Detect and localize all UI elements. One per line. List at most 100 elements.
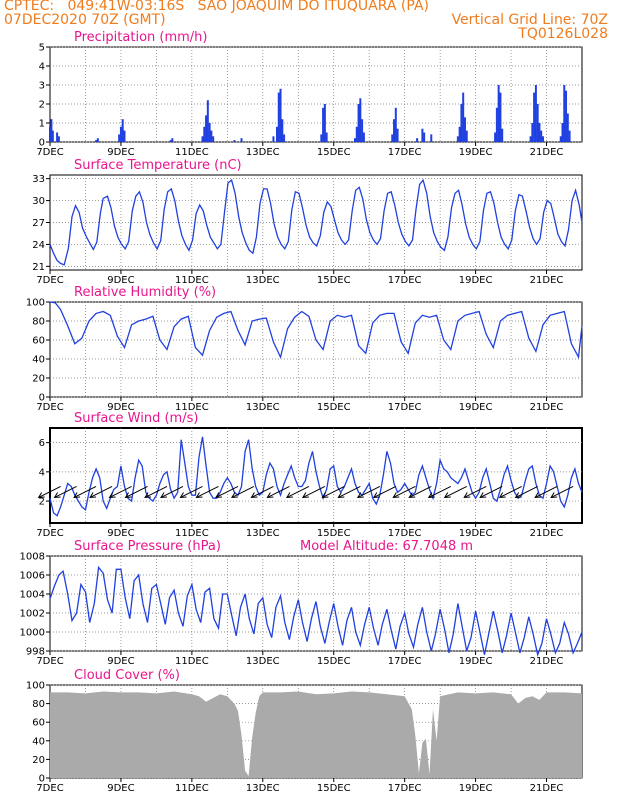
wind-vector-arrow bbox=[338, 486, 361, 498]
x-tick-label: 7DEC bbox=[36, 402, 63, 413]
x-tick-label: 9DEC bbox=[107, 528, 134, 539]
precip-bar bbox=[566, 113, 569, 142]
y-tick-label: 100 bbox=[26, 681, 45, 692]
precip-bar bbox=[359, 98, 362, 142]
wind-vector-arrow bbox=[286, 486, 310, 498]
panel-title: Relative Humidity (%) bbox=[74, 285, 216, 300]
precip-bar bbox=[460, 104, 463, 142]
y-tick-label: 4 bbox=[39, 467, 45, 478]
precip-bar bbox=[565, 90, 568, 142]
wind-vector-head bbox=[321, 492, 329, 499]
wind-vector-arrow bbox=[125, 486, 148, 498]
precip-bar bbox=[118, 134, 121, 142]
x-tick-label: 13DEC bbox=[246, 656, 280, 667]
wind-vector-arrow bbox=[515, 486, 538, 498]
wind-vector-arrow bbox=[160, 486, 184, 498]
wind-vector-arrow bbox=[54, 486, 77, 498]
wind-vector-arrow bbox=[409, 486, 432, 498]
wind-vector-arrow bbox=[144, 486, 168, 498]
precip-bar bbox=[536, 104, 539, 142]
wind-vector-arrow bbox=[215, 486, 239, 498]
precip-bar bbox=[456, 136, 459, 142]
series-line bbox=[49, 436, 583, 517]
wind-vector-head bbox=[550, 492, 558, 499]
precip-bar bbox=[203, 126, 206, 142]
y-tick-label: 3 bbox=[39, 81, 45, 92]
precip-bar bbox=[279, 88, 282, 142]
header-model-id: TQ0126L028 bbox=[518, 26, 608, 42]
wind-vector-head bbox=[195, 492, 203, 499]
precip-bar bbox=[233, 140, 236, 142]
x-tick-label: 13DEC bbox=[246, 147, 280, 158]
y-tick-label: 40 bbox=[32, 736, 45, 747]
precip-bar bbox=[121, 119, 124, 142]
wind-vector-head bbox=[534, 492, 542, 499]
wind-vector-head bbox=[89, 492, 97, 499]
precip-bar bbox=[391, 134, 394, 142]
y-tick-label: 1 bbox=[39, 119, 45, 130]
wind-vector-arrow bbox=[302, 486, 326, 498]
precip-bar bbox=[531, 123, 534, 142]
wind-vector-head bbox=[514, 492, 522, 499]
x-tick-label: 21DEC bbox=[530, 528, 564, 539]
x-tick-label: 9DEC bbox=[107, 275, 134, 286]
precip-bar bbox=[323, 104, 326, 142]
precip-bar bbox=[421, 128, 424, 142]
x-tick-label: 21DEC bbox=[530, 275, 564, 286]
wind-vector-arrow bbox=[464, 486, 487, 498]
precip-bar bbox=[561, 123, 564, 142]
panel-title: Surface Pressure (hPa) bbox=[74, 539, 221, 554]
precip-bar bbox=[494, 132, 497, 142]
precip-bar bbox=[210, 130, 213, 142]
panel-title: Cloud Cover (%) bbox=[74, 668, 180, 683]
y-tick-label: 5 bbox=[39, 43, 45, 54]
x-tick-label: 15DEC bbox=[317, 147, 351, 158]
x-tick-label: 13DEC bbox=[246, 402, 280, 413]
x-tick-label: 21DEC bbox=[530, 656, 564, 667]
x-tick-label: 7DEC bbox=[36, 147, 63, 158]
x-tick-label: 9DEC bbox=[107, 656, 134, 667]
x-tick-label: 15DEC bbox=[317, 656, 351, 667]
panel-frame bbox=[49, 301, 583, 398]
precip-bar bbox=[272, 136, 275, 142]
cloud-cover-area bbox=[50, 691, 582, 778]
precip-bar bbox=[208, 123, 211, 142]
x-tick-label: 11DEC bbox=[175, 528, 209, 539]
y-tick-label: 80 bbox=[32, 317, 45, 328]
wind-vector-arrow bbox=[393, 486, 416, 498]
x-tick-label: 15DEC bbox=[317, 402, 351, 413]
y-tick-label: 0 bbox=[39, 138, 45, 149]
wind-vector-arrow bbox=[322, 486, 345, 498]
wind-vector-arrow bbox=[373, 486, 397, 498]
x-tick-label: 21DEC bbox=[530, 147, 564, 158]
x-tick-label: 17DEC bbox=[388, 147, 422, 158]
y-tick-label: 1002 bbox=[20, 609, 45, 620]
wind-vector-arrow bbox=[196, 486, 219, 498]
wind-vector-head bbox=[215, 492, 223, 499]
wind-vector-head bbox=[53, 492, 61, 499]
wind-vector-head bbox=[301, 492, 309, 499]
header-line1: CPTEC: 049:41W-03:16S SAO JOAQUIM DO ITU… bbox=[4, 0, 429, 14]
x-tick-label: 11DEC bbox=[175, 275, 209, 286]
precip-bar bbox=[533, 92, 536, 142]
y-tick-label: 21 bbox=[32, 262, 45, 273]
precip-bar bbox=[56, 132, 59, 142]
wind-vector-head bbox=[372, 492, 380, 499]
panel-frame bbox=[49, 555, 583, 652]
y-tick-label: 2 bbox=[39, 100, 45, 111]
precip-bar bbox=[49, 126, 51, 142]
precip-bar bbox=[529, 136, 532, 142]
wind-vector-arrow bbox=[479, 486, 503, 498]
precip-bar bbox=[95, 140, 98, 142]
panel-frame bbox=[49, 427, 583, 524]
y-tick-label: 998 bbox=[26, 647, 45, 658]
wind-vector-head bbox=[250, 492, 258, 499]
x-tick-label: 17DEC bbox=[388, 402, 422, 413]
wind-vector-head bbox=[144, 492, 152, 499]
wind-vector-head bbox=[285, 492, 293, 499]
precip-bar bbox=[495, 107, 498, 142]
precip-bar bbox=[538, 123, 541, 142]
y-tick-label: 20 bbox=[32, 755, 45, 766]
model-altitude-annotation: Model Altitude: 67.7048 m bbox=[300, 539, 473, 554]
precip-bar bbox=[394, 107, 397, 142]
